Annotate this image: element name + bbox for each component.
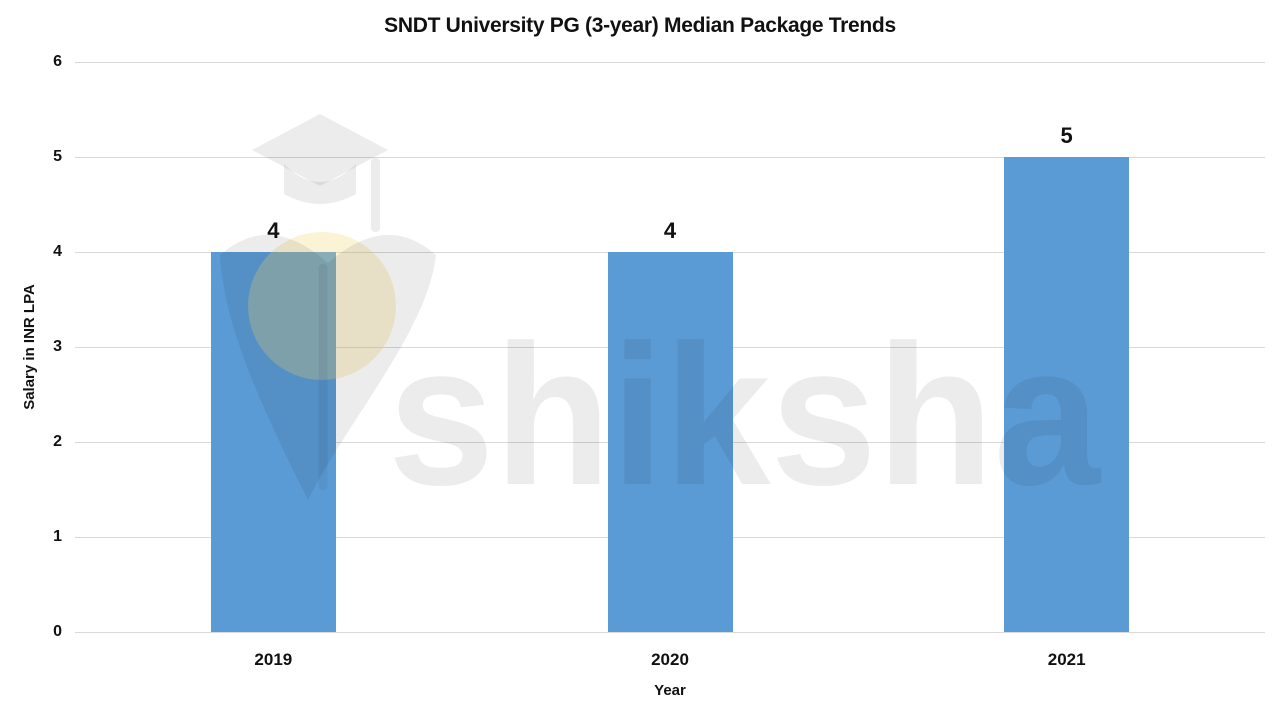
- bar-value-label-2020: 4: [663, 218, 677, 243]
- x-tick-label-2019: 2019: [254, 650, 293, 669]
- y-tick-label-6: 6: [53, 53, 62, 70]
- y-tick-label-1: 1: [53, 528, 62, 545]
- y-tick-label-0: 0: [53, 623, 62, 640]
- bar-value-label-2019: 4: [267, 218, 280, 243]
- gridline-y-5: [75, 157, 1265, 158]
- gridline-y-0: [75, 632, 1265, 633]
- y-tick-label-2: 2: [53, 433, 62, 450]
- gridline-y-6: [75, 62, 1265, 63]
- x-tick-label-2021: 2021: [1047, 650, 1086, 669]
- x-axis-title: Year: [654, 682, 686, 699]
- bar-2021: [1004, 157, 1130, 632]
- y-tick-label-3: 3: [53, 338, 62, 355]
- bar-2019: [210, 252, 336, 632]
- y-axis-title: Salary in INR LPA: [21, 284, 38, 410]
- chart-title: SNDT University PG (3-year) Median Packa…: [384, 14, 896, 37]
- y-tick-label-5: 5: [53, 148, 62, 165]
- y-tick-label-4: 4: [53, 243, 62, 260]
- bar-2020: [607, 252, 733, 632]
- bar-value-label-2021: 5: [1060, 123, 1073, 148]
- x-tick-label-2020: 2020: [651, 650, 689, 669]
